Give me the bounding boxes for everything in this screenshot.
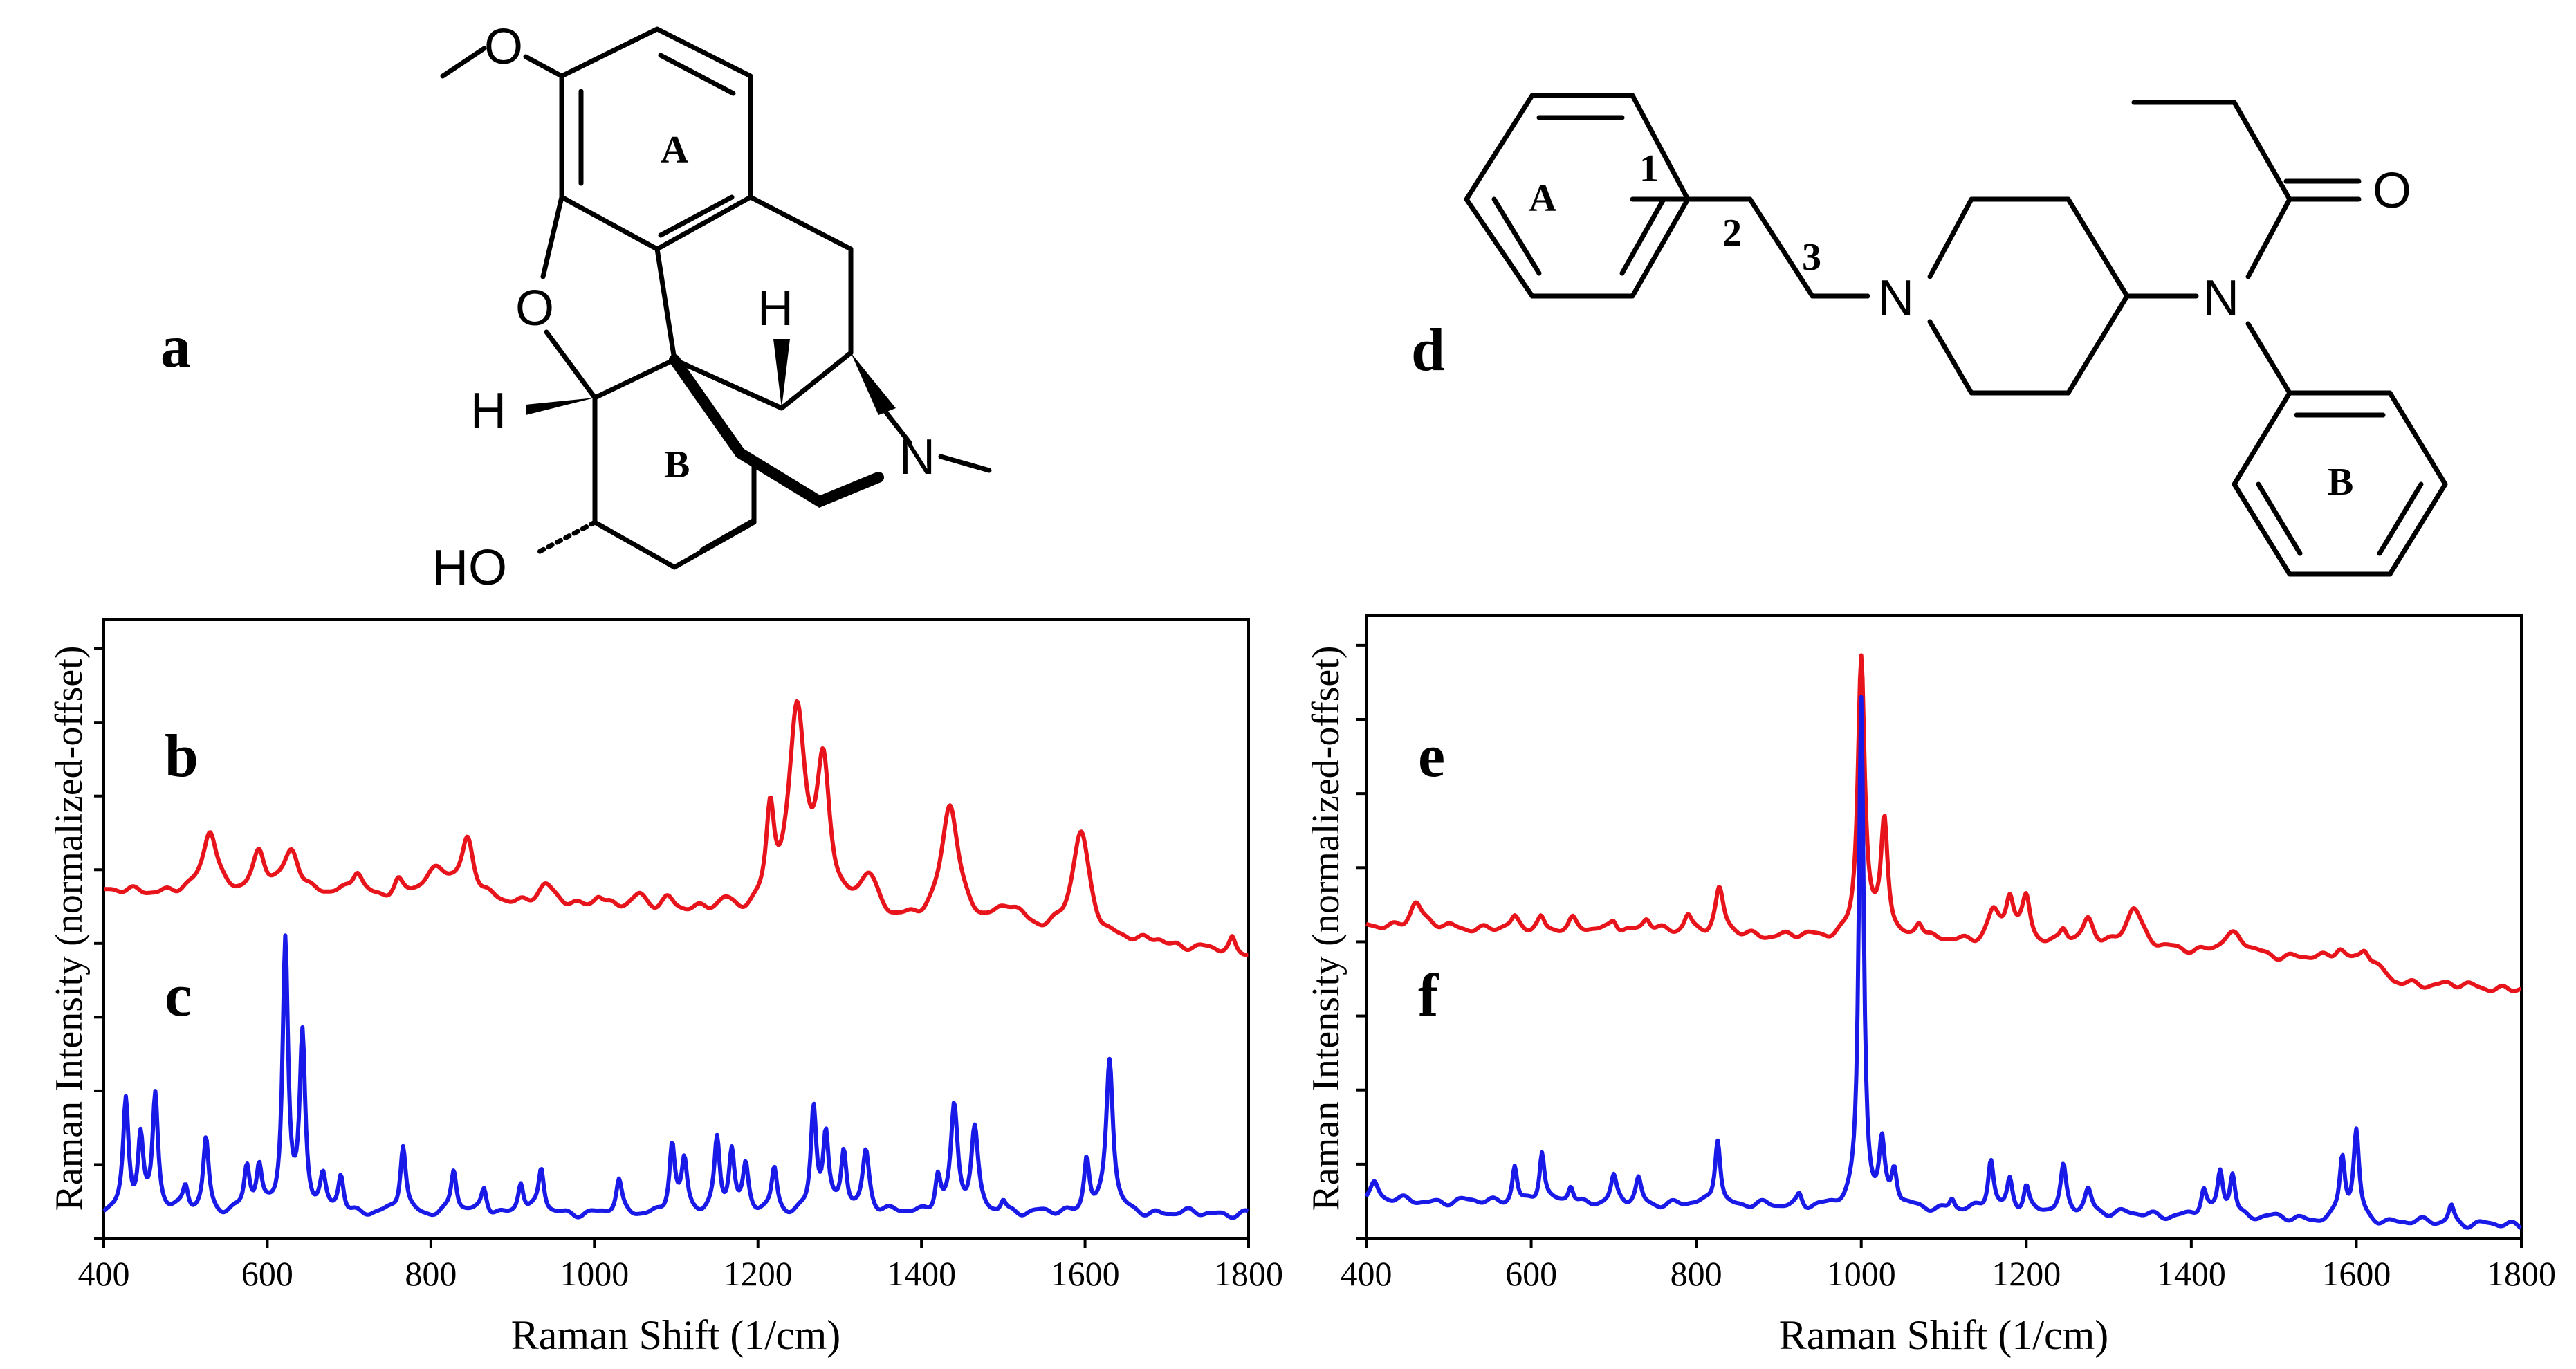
chart-right-xtick-label: 800 xyxy=(1671,1254,1722,1293)
chart-right-frame xyxy=(1365,614,2523,1240)
ring-b-label: B xyxy=(664,443,690,486)
chain-number-3: 3 xyxy=(1802,236,1821,279)
chart-right-xtick-label: 600 xyxy=(1505,1254,1557,1293)
chart-left-xtick-label: 1400 xyxy=(887,1254,956,1293)
chart-left-xtick-label: 1200 xyxy=(724,1254,793,1293)
panel-label-a: a xyxy=(160,313,191,380)
ring-a-label-d: A xyxy=(1529,177,1557,220)
chart-left-xlabel: Raman Shift (1/cm) xyxy=(511,1312,841,1358)
chart-left-xtick-label: 1800 xyxy=(1214,1254,1283,1293)
chart-right-xtick-label: 1800 xyxy=(2487,1254,2556,1293)
atom-n-amide: N xyxy=(2203,270,2239,326)
chart-left-xtick-label: 800 xyxy=(405,1254,457,1293)
atom-h-top: H xyxy=(757,281,793,336)
chart-right-xlabel: Raman Shift (1/cm) xyxy=(1779,1312,2109,1358)
structure-d: A 1 2 3 N N O B xyxy=(1464,93,2448,577)
panel-label-e: e xyxy=(1418,723,1445,790)
atom-carbonyl-o: O xyxy=(2373,163,2411,219)
chart-left-xtick-label: 1600 xyxy=(1051,1254,1120,1293)
chart-left-xtick-label: 600 xyxy=(241,1254,293,1293)
chart-left-xtick-label: 400 xyxy=(78,1254,130,1293)
chart-right-xtick-label: 1200 xyxy=(1991,1254,2061,1293)
panel-label-f: f xyxy=(1418,962,1439,1029)
atom-h-left: H xyxy=(470,383,506,439)
atom-hydroxyl: HO xyxy=(432,540,507,596)
chart-left: 400 600 800 1000 1200 1400 1600 1800 Raman Shif… xyxy=(48,618,1283,1358)
chart-left-ylabel: Raman Intensity (normalized-offset) xyxy=(48,646,91,1211)
atom-ether-o: O xyxy=(515,281,554,336)
chart-left-series-c xyxy=(102,933,1249,1220)
panel-label-c: c xyxy=(165,962,192,1029)
panel-label-b: b xyxy=(165,723,199,790)
chart-right-axis-ticks: 400 600 800 1000 1200 1400 1600 1800 xyxy=(1341,643,2556,1293)
structure-a: O A O B H HO H N xyxy=(432,19,992,596)
chart-right-series-e xyxy=(1365,653,2522,993)
chain-number-1: 1 xyxy=(1639,147,1659,190)
chart-left-xtick-label: 1000 xyxy=(560,1254,629,1293)
chart-right-ylabel: Raman Intensity (normalized-offset) xyxy=(1305,646,1347,1211)
panel-label-d: d xyxy=(1411,317,1445,384)
chart-right-series xyxy=(1364,653,2523,1230)
atom-n-amine: N xyxy=(899,430,935,485)
chart-right-xtick-label: 400 xyxy=(1341,1254,1392,1293)
chain-number-2: 2 xyxy=(1722,212,1742,255)
chart-left-series-b xyxy=(102,699,1249,957)
atom-n-piperidine: N xyxy=(1878,270,1914,326)
chart-left-series xyxy=(102,699,1249,1220)
chart-right: 400 600 800 1000 1200 1400 1600 1800 Raman Shif… xyxy=(1305,614,2556,1358)
chart-right-series-f xyxy=(1364,695,2523,1230)
chart-right-xtick-label: 1000 xyxy=(1827,1254,1896,1293)
atom-methoxy-o: O xyxy=(484,19,523,75)
chart-right-xtick-label: 1600 xyxy=(2321,1254,2391,1293)
chart-left-axis-ticks: 400 600 800 1000 1200 1400 1600 1800 xyxy=(78,647,1283,1293)
ring-b-label-d: B xyxy=(2328,461,2353,504)
chart-right-xtick-label: 1400 xyxy=(2157,1254,2226,1293)
chart-left-frame xyxy=(102,618,1250,1240)
ring-a-label: A xyxy=(661,129,689,172)
